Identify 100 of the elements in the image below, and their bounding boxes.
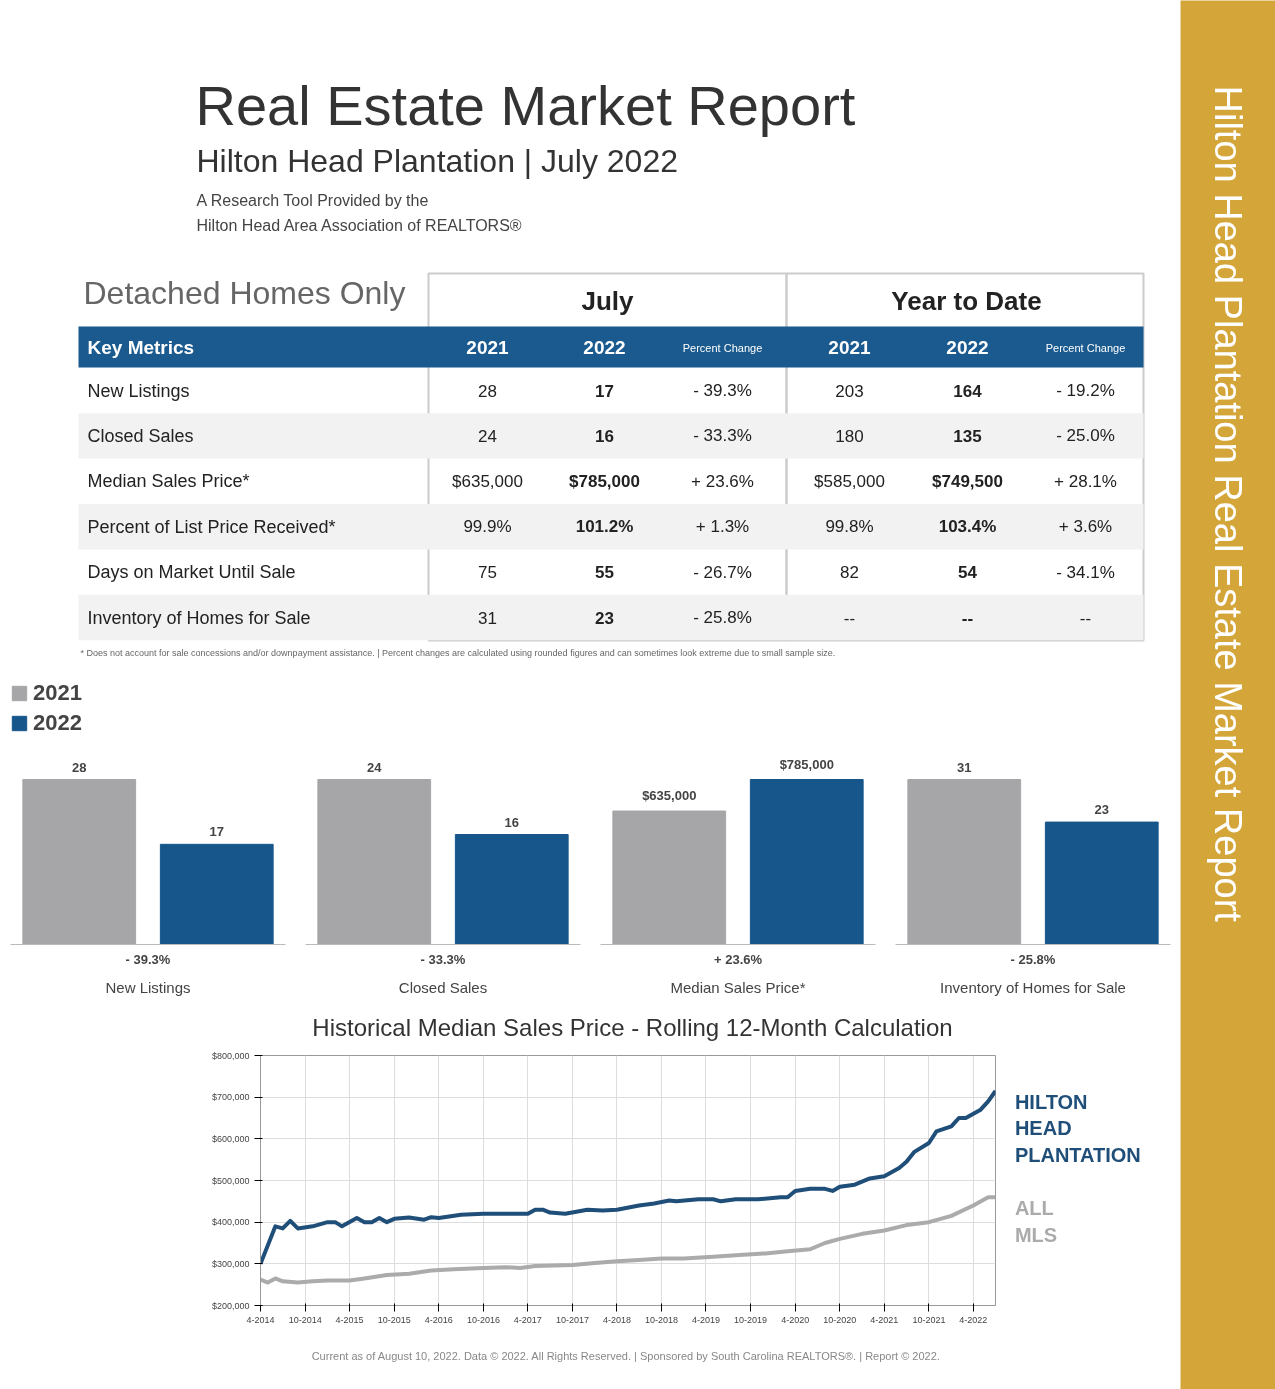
data-label: 17	[209, 824, 224, 840]
y-tick-label: $200,000	[211, 1300, 250, 1311]
x-tick-label: 4-2019	[691, 1314, 720, 1325]
category-label: Closed Sales	[87, 425, 194, 446]
text: - 39.3%	[693, 381, 752, 400]
text: A Research Tool Provided by the	[196, 192, 429, 209]
text: 203	[835, 381, 864, 401]
category-label: Key Metrics	[87, 337, 195, 358]
text: Hilton Head Plantation Real Estate Market Report	[1206, 85, 1249, 923]
x-axis-title: Inventory of Homes for Sale	[940, 978, 1126, 996]
text: 101.2%	[575, 517, 634, 537]
y-tick-label: $300,000	[211, 1258, 250, 1269]
y-tick-label: $400,000	[211, 1217, 250, 1228]
x-tick-label: 10-2021	[912, 1314, 946, 1325]
x-tick-label: 10-2014	[288, 1314, 322, 1325]
category-label: Percent of List Price Received*	[87, 516, 336, 537]
y-tick-label: $600,000	[211, 1133, 250, 1144]
category-label: Days on Market Until Sale	[87, 562, 296, 583]
text: 28	[478, 381, 497, 401]
x-tick-label: 10-2019	[734, 1314, 768, 1325]
text: 103.4%	[938, 517, 997, 537]
x-tick-label: 4-2018	[602, 1314, 631, 1325]
data-label: 31	[957, 759, 972, 775]
text: 82	[840, 563, 859, 583]
text: * Does not account for sale concessions and/or downpayment assistance. | Percent changes are calculated using rounded figures and can sometimes look extreme due to small sample size.	[80, 647, 836, 658]
x-tick-label: 4-2021	[870, 1314, 899, 1325]
text: - 39.3%	[125, 951, 171, 967]
text: 55	[595, 563, 614, 583]
x-axis-title: Closed Sales	[398, 978, 488, 996]
text: Hilton Head Area Association of REALTORS®	[196, 217, 522, 234]
text: $585,000	[814, 471, 885, 491]
text: - 33.3%	[693, 426, 752, 446]
text: July	[581, 285, 635, 316]
text: Year to Date	[891, 285, 1042, 316]
line-series	[260, 1195, 996, 1285]
legend-label: 2022	[33, 710, 82, 736]
category-label: 2022	[946, 337, 989, 358]
text: 75	[478, 563, 497, 583]
category-label: Percent Change	[682, 341, 763, 354]
x-tick-label: 4-2014	[246, 1314, 275, 1325]
text: 16	[595, 426, 614, 446]
text: - 33.3%	[420, 951, 466, 967]
y-tick-label: $500,000	[211, 1175, 250, 1186]
text: - 25.8%	[1010, 951, 1056, 967]
x-tick-label: 10-2016	[466, 1314, 500, 1325]
text: + 3.6%	[1058, 517, 1113, 537]
data-label: 23	[1094, 802, 1109, 818]
text: --	[961, 608, 974, 628]
x-tick-label: 10-2017	[555, 1314, 590, 1325]
y-tick-label: $800,000	[211, 1050, 250, 1061]
text: Current as of August 10, 2022. Data © 2022. All Rights Reserved. | Sponsored by South Carolina REALTORS®. | Report © 2022.	[311, 1349, 940, 1362]
text: - 26.7%	[693, 562, 752, 582]
category-label: 2021	[466, 337, 510, 358]
text: $749,500	[932, 471, 1003, 491]
x-axis-title: New Listings	[105, 978, 191, 996]
x-axis-title: Median Sales Price*	[670, 978, 806, 996]
y-tick-label: $700,000	[211, 1092, 250, 1103]
text: 17	[595, 381, 614, 401]
x-tick-label: 10-2018	[645, 1314, 679, 1325]
x-tick-label: 4-2022	[959, 1314, 988, 1325]
category-label: 2021	[828, 337, 872, 358]
line-series	[260, 1088, 996, 1266]
text: + 28.1%	[1054, 471, 1117, 491]
data-label: 28	[72, 759, 87, 775]
text: - 34.1%	[1056, 562, 1115, 582]
text: + 1.3%	[695, 517, 750, 537]
legend-label: 2021	[33, 680, 82, 706]
category-label: New Listings	[87, 380, 190, 401]
text: 164	[953, 381, 982, 401]
text: + 23.6%	[691, 471, 754, 491]
text: 24	[478, 426, 497, 446]
text: 99.8%	[825, 517, 874, 537]
text: - 25.8%	[693, 608, 752, 627]
x-tick-label: 10-2015	[377, 1314, 411, 1325]
x-tick-label: 4-2016	[424, 1314, 453, 1325]
data-label: 24	[367, 759, 383, 775]
text: Real Estate Market Report	[195, 74, 856, 137]
data-label: 16	[504, 814, 519, 830]
x-tick-label: 4-2015	[335, 1314, 364, 1325]
text: Hilton Head Plantation | July 2022	[196, 142, 678, 179]
category-label: Inventory of Homes for Sale	[87, 607, 311, 628]
text: + 23.6%	[713, 951, 763, 967]
series-label: HILTON HEAD PLANTATION	[1014, 1090, 1141, 1166]
text: --	[1079, 608, 1092, 628]
category-label: Percent Change	[1045, 341, 1126, 354]
text: --	[843, 608, 856, 628]
category-label: 2022	[583, 337, 626, 358]
text: 54	[958, 563, 977, 583]
text: - 25.0%	[1056, 426, 1115, 446]
text: $785,000	[569, 471, 640, 491]
x-tick-label: 4-2017	[513, 1314, 542, 1325]
text: - 19.2%	[1056, 381, 1115, 400]
text: 99.9%	[463, 517, 512, 537]
x-tick-label: 4-2020	[781, 1314, 810, 1325]
data-label: $785,000	[779, 756, 834, 772]
text: 31	[478, 608, 497, 628]
text: $635,000	[452, 471, 523, 491]
text: Detached Homes Only	[83, 274, 406, 311]
data-label: $635,000	[642, 788, 697, 804]
category-label: Median Sales Price*	[87, 471, 250, 492]
